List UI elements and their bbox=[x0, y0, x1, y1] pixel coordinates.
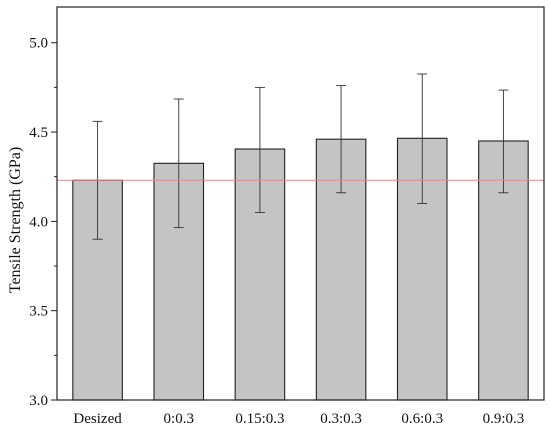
y-tick-label: 4.0 bbox=[29, 214, 48, 230]
y-tick-label: 4.5 bbox=[29, 125, 48, 141]
bars bbox=[72, 137, 529, 401]
x-tick-label: Desized bbox=[73, 411, 122, 427]
y-axis-title: Tensile Strength (GPa) bbox=[7, 147, 24, 293]
y-tick-label: 3.0 bbox=[29, 393, 48, 409]
x-tick-label: 0.9:0.3 bbox=[483, 411, 525, 427]
y-tick-label: 5.0 bbox=[29, 36, 48, 52]
y-tick-label: 3.5 bbox=[29, 304, 48, 320]
x-tick-label: 0.15:0.3 bbox=[235, 411, 284, 427]
plot-frame bbox=[56, 6, 545, 401]
y-axis-title-group: Tensile Strength (GPa) bbox=[7, 147, 24, 293]
x-tick-label: 0.3:0.3 bbox=[320, 411, 362, 427]
y-axis-ticks: 3.0 3.5 4.0 4.5 5.0 bbox=[29, 36, 57, 409]
x-axis-ticks: Desized 0:0.3 0.15:0.3 0.3:0.3 0.6:0.3 0.9:0.… bbox=[73, 411, 524, 427]
x-tick-label: 0.6:0.3 bbox=[401, 411, 443, 427]
x-tick-label: 0:0.3 bbox=[164, 411, 194, 427]
